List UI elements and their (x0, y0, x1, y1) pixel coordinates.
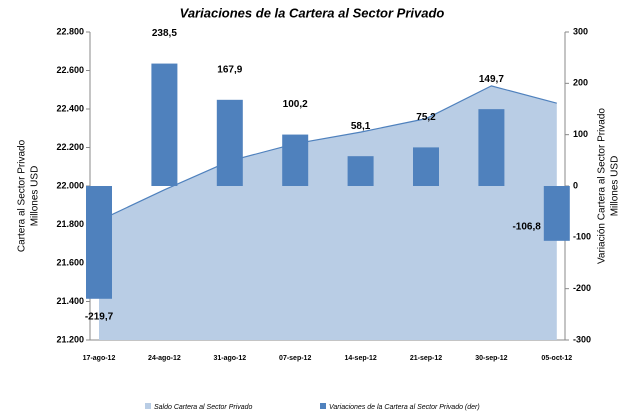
data-label: -106,8 (512, 221, 541, 232)
x-tick-label: 05-oct-12 (541, 355, 572, 362)
y2-tick-label: -300 (573, 334, 591, 344)
data-label: 238,5 (152, 28, 177, 39)
y-tick-label: 21.600 (56, 257, 84, 267)
bar (86, 186, 112, 299)
data-label: 100,2 (283, 99, 308, 110)
y2-tick-label: 100 (573, 129, 588, 139)
y-axis-label: Cartera al Sector Privado (17, 139, 28, 252)
x-tick-label: 14-sep-12 (344, 355, 376, 362)
x-tick-label: 31-ago-12 (213, 355, 246, 362)
data-label: 58,1 (351, 121, 371, 132)
x-tick-label: 07-sep-12 (279, 355, 311, 362)
y-tick-label: 22.600 (56, 65, 84, 75)
x-tick-label: 24-ago-12 (148, 355, 181, 362)
bar (543, 186, 570, 241)
y-tick-label: 22.400 (56, 103, 84, 113)
area (99, 85, 557, 341)
legend-swatch (145, 403, 151, 409)
y2-axis-label: Variación Cartera al Sector Privado (597, 108, 608, 264)
bar (282, 134, 309, 186)
y2-tick-label: -200 (573, 283, 591, 293)
bar (151, 63, 178, 186)
bar (478, 109, 505, 186)
data-label: 149,7 (479, 74, 504, 85)
x-tick-label: 17-ago-12 (83, 355, 116, 362)
data-label: 167,9 (217, 64, 242, 75)
bar (347, 156, 374, 186)
bar (216, 99, 243, 186)
y-tick-label: 22.000 (56, 180, 84, 190)
data-label: 75,2 (416, 112, 436, 123)
y-tick-label: 21.400 (56, 296, 84, 306)
y2-tick-label: 200 (573, 78, 588, 88)
x-tick-label: 21-sep-12 (410, 355, 442, 362)
legend-label: Saldo Cartera al Sector Privado (154, 404, 253, 411)
bar (413, 147, 439, 186)
x-tick-label: 30-sep-12 (475, 355, 507, 362)
y-tick-label: 22.200 (56, 142, 84, 152)
chart-title: Variaciones de la Cartera al Sector Priv… (180, 5, 445, 20)
y-axis-label: Millones USD (30, 166, 41, 227)
y2-tick-label: -100 (573, 232, 591, 242)
legend-swatch (320, 403, 326, 409)
y-tick-label: 21.800 (56, 219, 84, 229)
y-tick-label: 22.800 (56, 26, 84, 36)
y-tick-label: 21.200 (56, 334, 84, 344)
y2-tick-label: 0 (573, 180, 578, 190)
legend-label: Variaciones de la Cartera al Sector Priv… (329, 404, 480, 411)
y2-tick-label: 300 (573, 26, 588, 36)
data-label: -219,7 (85, 311, 114, 322)
y2-axis-label: Millones USD (610, 156, 621, 217)
